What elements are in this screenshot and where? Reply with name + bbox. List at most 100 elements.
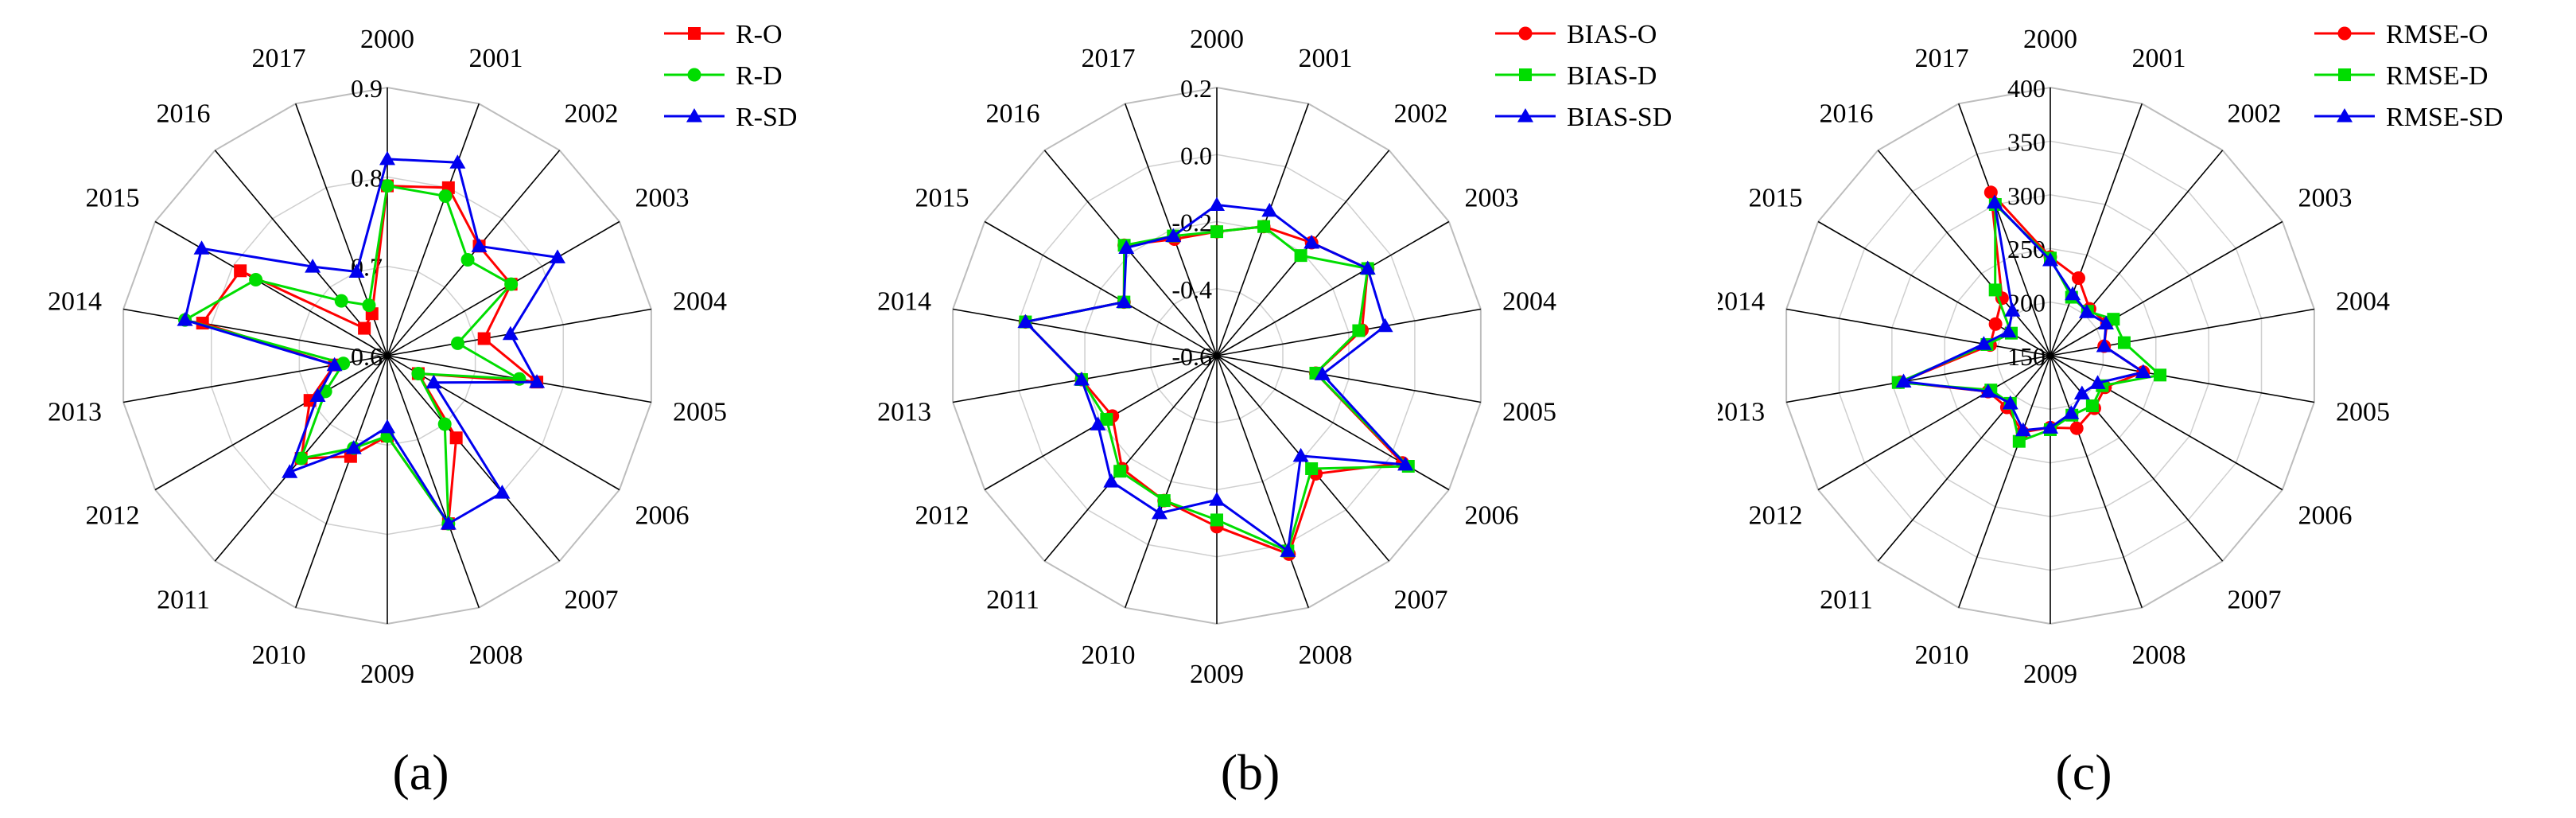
spoke [1124,355,1218,608]
category-labels: 2000 2001 2002 2003 2004 2005 2006 2007 2008 2009… [48,25,727,689]
category-label: 2013 [1718,397,1765,427]
category-label: 2011 [1820,586,1873,615]
data-point [2107,313,2120,326]
category-label: 2008 [2131,641,2186,670]
radial-tick-label: -0.6 [1171,342,1212,371]
spoke [1877,150,2051,356]
category-label: 2006 [1465,501,1519,531]
spoke [1216,355,1482,403]
data-point [2085,399,2099,412]
spoke [1877,355,2051,562]
spoke [387,220,620,356]
data-point [451,336,465,350]
category-label: 2009 [2023,660,2077,689]
legend-item: RMSE-O [2314,20,2488,49]
spoke [154,220,388,356]
legend-label: BIAS-O [1567,20,1657,49]
data-point [1980,384,1996,398]
data-point [1895,373,1912,388]
spoke [2050,355,2224,562]
category-label: 2000 [360,25,414,54]
category-label: 2009 [360,660,414,689]
radar-chart-c: 2000 2001 2002 2003 2004 2005 2006 2007 2008 2009… [1718,20,2503,800]
spoke [1817,355,2051,491]
data-point [1103,473,1120,488]
data-point [2065,286,2081,301]
radial-tick-label: 0.9 [351,74,383,103]
category-label: 2009 [1190,660,1244,689]
data-point [437,417,452,431]
data-point [294,451,309,465]
data-point [1118,240,1135,254]
category-label: 2005 [1502,397,1556,427]
category-label: 2013 [877,397,931,427]
category-label: 2005 [673,397,727,427]
data-point [1377,317,1393,333]
category-label: 2014 [1718,287,1765,317]
legend-item: BIAS-D [1495,61,1657,91]
series-BIAS-O [1018,220,1409,561]
series-R-SD [177,150,566,530]
category-label: 2002 [2227,99,2281,128]
legend-marker [688,27,701,40]
data-point [1017,314,1034,329]
legend-label: R-D [736,61,783,91]
series-RMSE-SD [1895,194,2151,437]
spoke [2050,308,2315,356]
legend-label: BIAS-D [1567,61,1657,91]
category-label: 2000 [1190,25,1244,54]
data-point [193,240,210,255]
spoke [1216,220,1450,356]
legend-item: RMSE-SD [2314,103,2503,132]
legend-label: RMSE-SD [2386,103,2503,132]
data-point [440,516,457,530]
legend-marker [687,68,701,82]
data-point [529,374,546,388]
series-line [183,158,560,526]
legend-marker [686,108,702,123]
radar-chart-a: 2000 2001 2002 2003 2004 2005 2006 2007 2008 2009… [48,20,797,800]
data-point [326,356,343,372]
data-point [1352,324,1366,337]
data-point [234,264,247,278]
data-point [2154,368,2167,382]
category-label: 2008 [1298,641,1352,670]
data-point [1988,283,2002,297]
data-point [177,312,193,326]
category-label: 2017 [1082,44,1136,73]
data-point [1073,371,1090,386]
legend-marker [1518,26,1533,41]
spoke [952,308,1218,356]
category-label: 2016 [157,99,211,128]
panel-label: (b) [1221,744,1280,800]
spoke [1957,355,2051,608]
spoke [1785,308,2051,356]
category-label: 2011 [157,586,210,615]
data-point [494,485,511,499]
category-label: 2014 [877,287,931,317]
data-point [1209,492,1225,506]
data-point [2117,336,2131,349]
category-label: 2017 [1915,44,1969,73]
legend-item: BIAS-O [1495,20,1657,49]
data-point [425,374,442,389]
data-point [471,238,488,252]
legend-marker [2337,108,2353,123]
legend-label: RMSE-O [2386,20,2488,49]
data-point [2089,375,2106,389]
series-BIAS-SD [1017,197,1414,557]
data-point [1151,504,1168,520]
data-point [1157,494,1171,508]
category-labels: 2000 2001 2002 2003 2004 2005 2006 2007 2008 2009… [1718,25,2390,689]
data-point [2135,364,2151,379]
category-label: 2003 [2298,184,2353,213]
data-point [2015,422,2031,437]
category-label: 2016 [1820,99,1874,128]
data-point [345,440,362,454]
panel-label: (a) [392,744,449,800]
legend-marker [2338,68,2351,81]
category-label: 2015 [915,184,969,213]
category-label: 2002 [1393,99,1447,128]
data-point [1986,194,2003,208]
spoke [2050,355,2283,491]
